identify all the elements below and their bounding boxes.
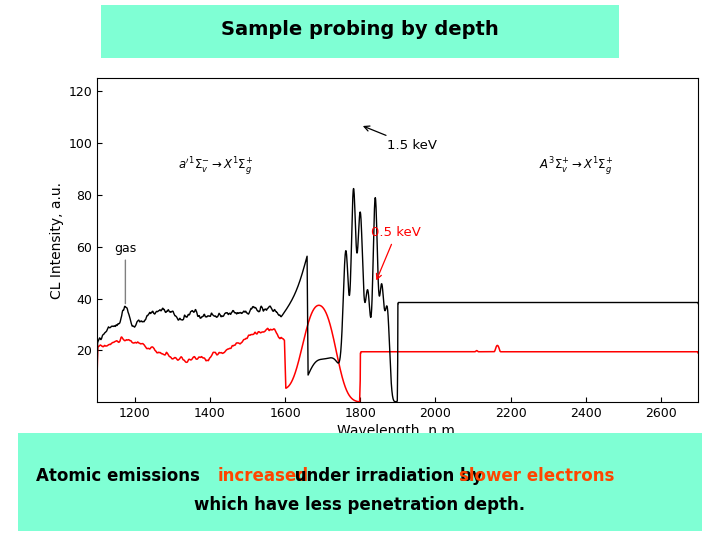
Text: Atomic emissions: Atomic emissions: [36, 467, 206, 485]
Text: $a'^{1}\Sigma_v^{-} \rightarrow X^{1}\Sigma_g^{+}$: $a'^{1}\Sigma_v^{-} \rightarrow X^{1}\Si…: [179, 155, 253, 177]
FancyBboxPatch shape: [18, 434, 702, 531]
Text: under irradiation by: under irradiation by: [289, 467, 489, 485]
Text: slower electrons: slower electrons: [459, 467, 615, 485]
Y-axis label: CL Intensity, a.u.: CL Intensity, a.u.: [50, 182, 64, 299]
Text: $A^{3}\Sigma_v^{+} \rightarrow X^{1}\Sigma_g^{+}$: $A^{3}\Sigma_v^{+} \rightarrow X^{1}\Sig…: [539, 155, 613, 177]
Text: increased: increased: [217, 467, 309, 485]
Text: Sample probing by depth: Sample probing by depth: [221, 19, 499, 39]
X-axis label: Wavelength, n.m.: Wavelength, n.m.: [337, 424, 459, 438]
Text: gas: gas: [114, 241, 137, 303]
FancyBboxPatch shape: [101, 5, 619, 58]
Text: which have less penetration depth.: which have less penetration depth.: [194, 496, 526, 514]
Text: 0.5 keV: 0.5 keV: [372, 226, 421, 279]
Text: 1.5 keV: 1.5 keV: [364, 126, 436, 152]
